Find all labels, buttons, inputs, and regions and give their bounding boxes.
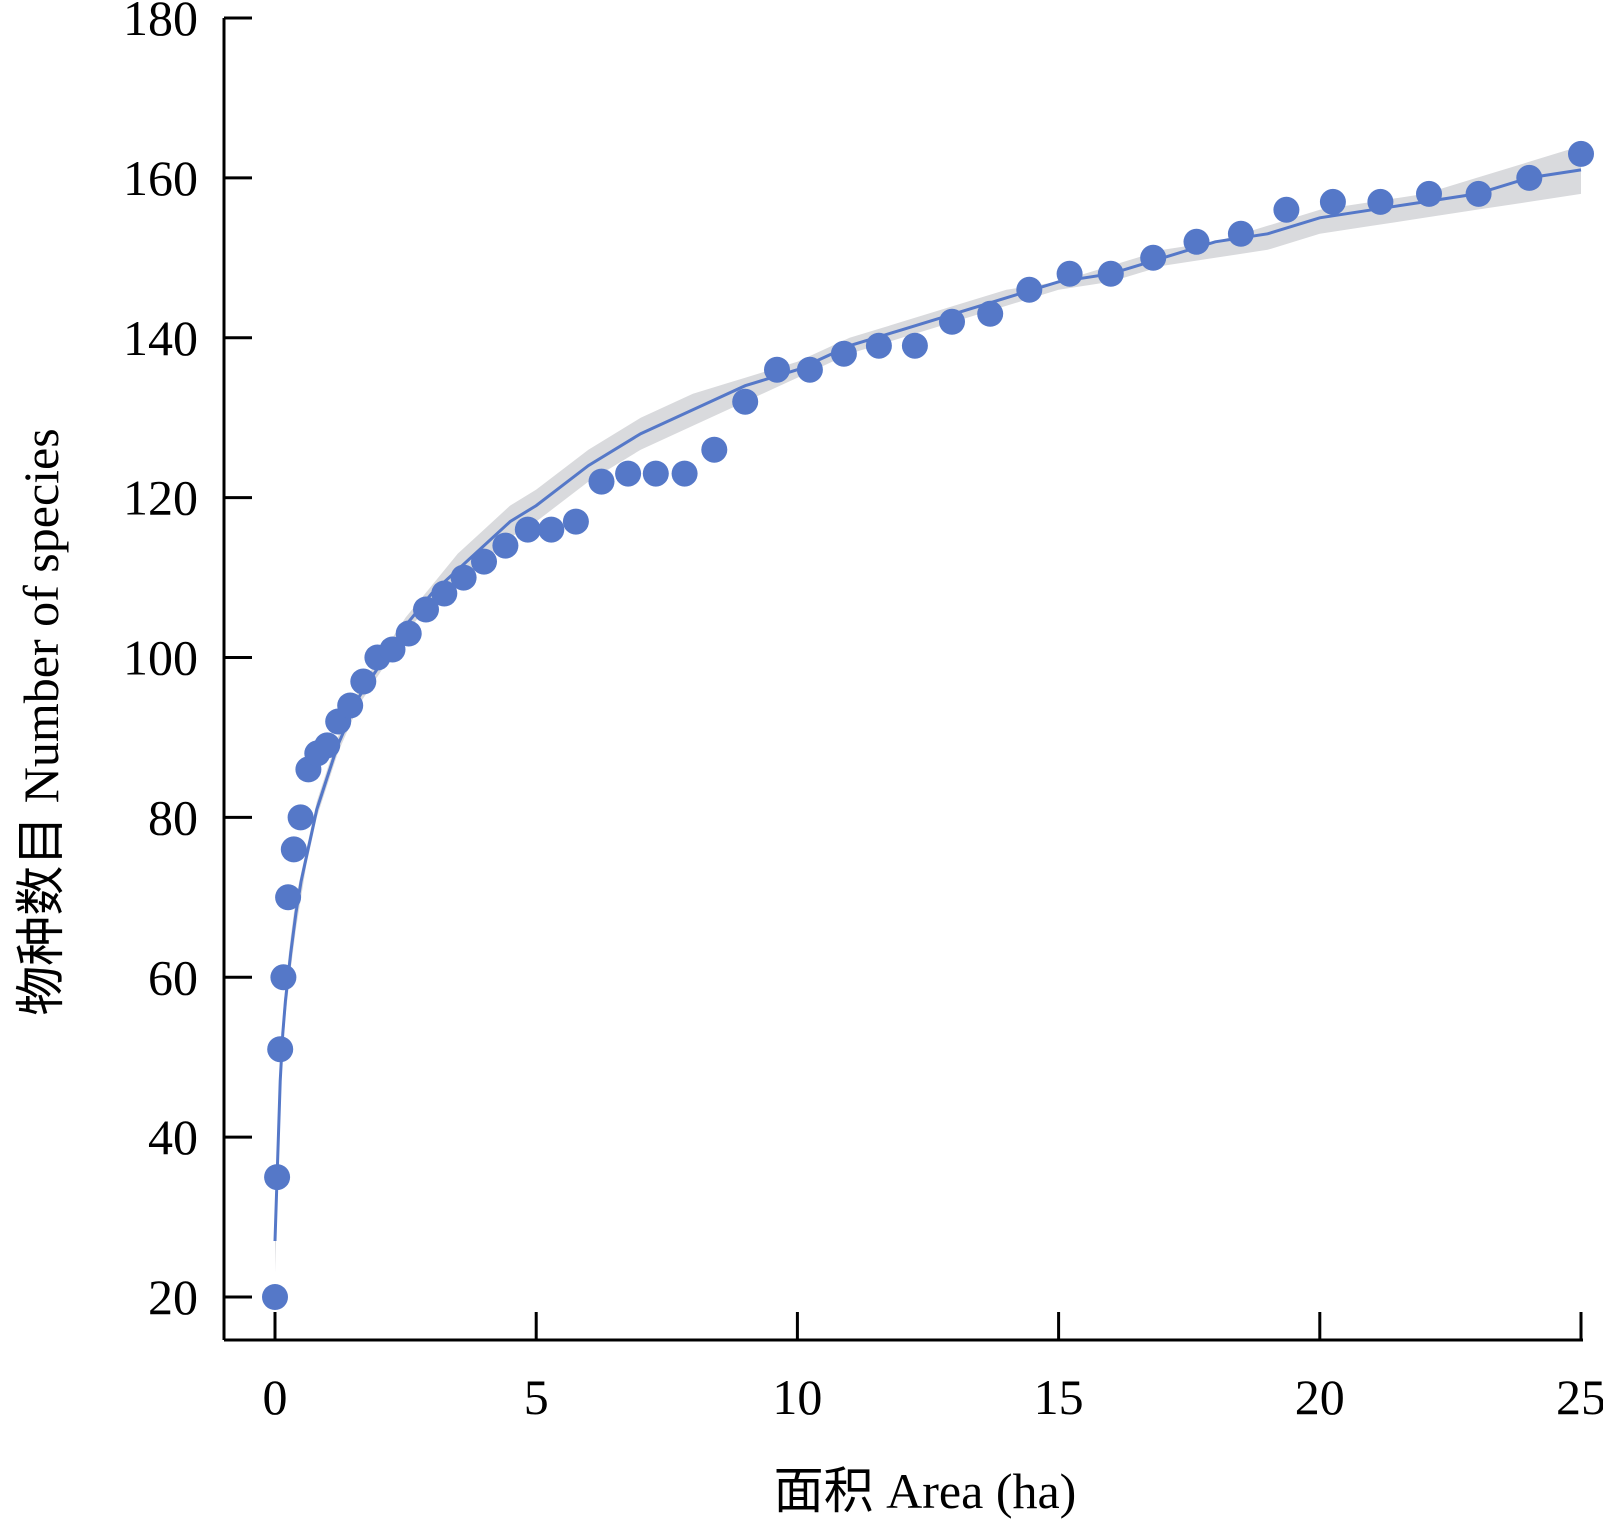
x-tick-label: 0 (263, 1369, 288, 1425)
x-axis-title: 面积 Area (ha) (774, 1463, 1077, 1519)
data-point (1227, 220, 1254, 247)
y-axis-title: 物种数目 Number of species (13, 428, 69, 1015)
y-tick-label: 120 (123, 470, 198, 526)
confidence-band (275, 145, 1581, 1273)
data-point (264, 1164, 291, 1191)
data-point (413, 596, 439, 623)
data-point (350, 668, 377, 695)
data-point (901, 332, 928, 359)
data-point (1097, 260, 1124, 287)
data-point (275, 884, 302, 911)
data-point (642, 460, 669, 487)
x-tick-label: 5 (524, 1369, 549, 1425)
data-point (431, 580, 458, 607)
data-point (588, 468, 615, 495)
data-point (939, 308, 965, 335)
data-point (267, 1036, 294, 1063)
data-point (280, 836, 307, 863)
data-points-layer (262, 140, 1594, 1310)
data-point (337, 692, 364, 719)
data-point (287, 804, 314, 831)
data-point (514, 516, 541, 543)
data-point (1016, 276, 1043, 303)
data-point (1319, 188, 1346, 215)
data-point (471, 548, 497, 575)
x-tick-label: 10 (772, 1369, 822, 1425)
data-point (1516, 164, 1543, 191)
data-point (830, 340, 857, 367)
y-tick-label: 160 (123, 150, 198, 206)
y-tick-label: 40 (148, 1109, 198, 1165)
fit-line-layer (273, 168, 1582, 1242)
data-point (732, 388, 759, 415)
data-point (1140, 244, 1167, 271)
data-point (671, 460, 698, 487)
data-point (314, 732, 341, 759)
data-point (379, 636, 406, 663)
data-point (1367, 188, 1394, 215)
data-point (395, 620, 422, 647)
data-point (562, 508, 589, 535)
data-point (764, 356, 790, 383)
data-point (865, 332, 892, 359)
data-point (977, 300, 1004, 327)
y-tick-label: 20 (148, 1269, 198, 1325)
data-point (492, 532, 519, 559)
axes: 20 40 60 80 100 120 140 160 180 0 5 10 15 20 25 (123, 0, 1603, 1425)
data-point (796, 356, 823, 383)
y-tick-label: 180 (123, 0, 198, 46)
data-point (1183, 228, 1210, 255)
data-point (615, 460, 642, 487)
data-point (262, 1284, 288, 1310)
data-point (270, 964, 297, 991)
data-point (1416, 180, 1442, 207)
data-point (450, 564, 477, 591)
data-point (1273, 196, 1300, 223)
data-point (538, 516, 565, 543)
confidence-band-layer (275, 145, 1581, 1273)
data-point (1568, 140, 1594, 167)
x-tick-label: 25 (1556, 1369, 1603, 1425)
x-tick-label: 15 (1034, 1369, 1084, 1425)
x-tick-label: 20 (1295, 1369, 1345, 1425)
y-tick-label: 60 (148, 949, 198, 1005)
y-tick-label: 80 (148, 789, 198, 845)
y-tick-label: 140 (123, 310, 198, 366)
data-point (1056, 260, 1083, 287)
y-tick-label: 100 (123, 630, 198, 686)
data-point (1465, 180, 1492, 207)
fit-line (273, 168, 1582, 1242)
data-point (701, 436, 728, 463)
